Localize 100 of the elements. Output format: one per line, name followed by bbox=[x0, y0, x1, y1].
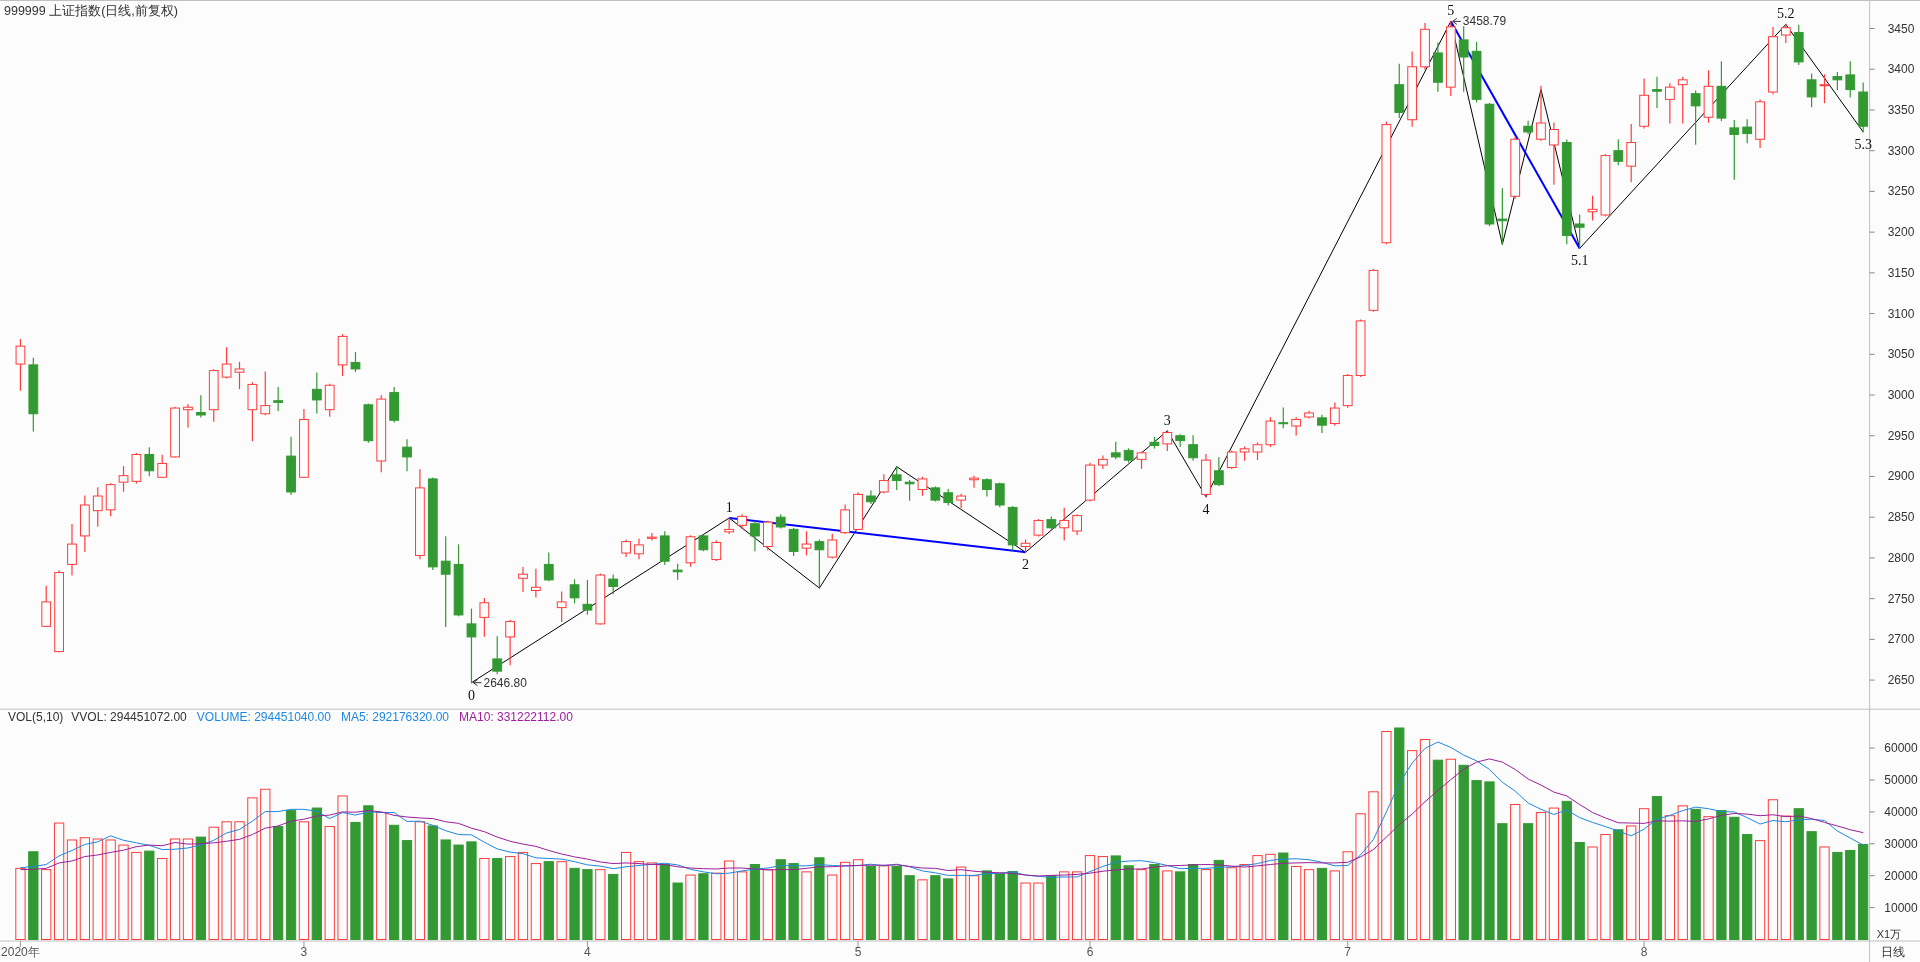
candlestick bbox=[260, 371, 271, 416]
bar bbox=[195, 836, 206, 940]
candlestick bbox=[1278, 407, 1289, 429]
candlestick bbox=[492, 636, 503, 675]
bar bbox=[762, 869, 773, 940]
candlestick bbox=[195, 395, 206, 418]
bar bbox=[1329, 870, 1340, 940]
bar bbox=[1020, 882, 1031, 940]
bar bbox=[556, 861, 567, 940]
data-label: 3458.79 bbox=[1462, 14, 1507, 29]
bar bbox=[1316, 867, 1328, 940]
bar bbox=[1419, 738, 1431, 940]
chart-title: VOL(5,10) bbox=[8, 710, 64, 724]
annotation: 2 bbox=[1022, 557, 1030, 573]
bar bbox=[1033, 882, 1044, 940]
y-tick-label: 3200 bbox=[1887, 225, 1915, 240]
bar bbox=[1522, 823, 1534, 940]
y-tick-label: 3300 bbox=[1887, 143, 1915, 158]
bar bbox=[221, 821, 232, 940]
bar bbox=[543, 861, 554, 940]
bar bbox=[15, 867, 26, 940]
bar bbox=[891, 865, 902, 940]
bar bbox=[1252, 855, 1263, 940]
candlestick bbox=[994, 482, 1005, 508]
candlestick bbox=[234, 361, 245, 390]
candlestick bbox=[543, 552, 554, 582]
bar bbox=[1742, 834, 1753, 940]
candlestick bbox=[402, 439, 412, 472]
bar bbox=[1200, 869, 1212, 940]
bar bbox=[1342, 851, 1353, 940]
candlestick bbox=[750, 520, 760, 552]
bar bbox=[788, 863, 799, 940]
bar bbox=[1664, 815, 1676, 940]
bar bbox=[1767, 799, 1779, 940]
bar bbox=[311, 807, 322, 940]
bar bbox=[930, 875, 941, 940]
y-tick-label: 60000 bbox=[1884, 741, 1919, 756]
x-tick-label: 2020年 bbox=[1, 945, 40, 959]
bar bbox=[337, 795, 348, 940]
bar bbox=[1381, 730, 1392, 940]
bar bbox=[736, 871, 748, 940]
annotation: 0 bbox=[467, 687, 475, 703]
bar bbox=[1471, 780, 1482, 940]
bar bbox=[389, 824, 400, 940]
candlestick bbox=[1613, 139, 1624, 166]
annotation: 5.3 bbox=[1854, 136, 1872, 152]
bar bbox=[440, 839, 451, 940]
data-label: 2646.80 bbox=[483, 675, 528, 690]
y-tick-label: 2950 bbox=[1887, 428, 1915, 443]
candlestick bbox=[969, 475, 979, 488]
candlestick bbox=[1188, 435, 1198, 461]
bar bbox=[1226, 867, 1237, 940]
y-tick-label: 10000 bbox=[1884, 900, 1919, 915]
bar bbox=[608, 873, 619, 940]
candlestick bbox=[556, 591, 567, 623]
annotation: 1 bbox=[725, 500, 733, 516]
candlestick bbox=[466, 608, 477, 684]
bar bbox=[981, 870, 993, 940]
bar bbox=[1394, 727, 1405, 940]
candlestick bbox=[634, 538, 644, 560]
bar bbox=[363, 805, 374, 940]
bar bbox=[1187, 864, 1199, 940]
candlestick bbox=[866, 490, 876, 504]
bar bbox=[1484, 781, 1495, 940]
bar bbox=[1806, 831, 1817, 940]
bar bbox=[1677, 805, 1688, 940]
y-tick-label: 2850 bbox=[1887, 510, 1915, 525]
bar bbox=[466, 841, 477, 940]
bar bbox=[1613, 829, 1624, 940]
candlestick bbox=[801, 531, 812, 556]
bar bbox=[814, 857, 825, 940]
bar bbox=[1407, 750, 1418, 940]
bar bbox=[169, 838, 181, 940]
candlestick bbox=[67, 523, 77, 576]
candlestick bbox=[1098, 455, 1108, 469]
bar bbox=[917, 879, 928, 940]
candlestick bbox=[1497, 188, 1508, 245]
bar bbox=[620, 851, 632, 940]
y-axis-title: X1万 bbox=[1876, 928, 1902, 940]
bar bbox=[1703, 816, 1714, 940]
bar bbox=[479, 857, 490, 940]
candlestick bbox=[1626, 124, 1637, 183]
bar bbox=[1535, 812, 1547, 940]
bar bbox=[698, 873, 709, 940]
bar bbox=[595, 869, 606, 940]
bar bbox=[350, 821, 361, 940]
candlestick bbox=[1213, 457, 1224, 487]
candlestick bbox=[183, 404, 193, 428]
bar bbox=[1561, 800, 1572, 940]
bar bbox=[1780, 815, 1791, 940]
candlestick bbox=[840, 504, 851, 535]
bar bbox=[1110, 855, 1121, 940]
bar bbox=[118, 844, 129, 940]
bar bbox=[53, 822, 65, 940]
bar bbox=[530, 863, 542, 940]
annotation: 5 bbox=[1447, 3, 1455, 19]
bar bbox=[1368, 791, 1379, 940]
candlestick bbox=[1549, 122, 1559, 185]
y-tick-label: 3250 bbox=[1887, 184, 1915, 199]
bar bbox=[865, 865, 877, 940]
